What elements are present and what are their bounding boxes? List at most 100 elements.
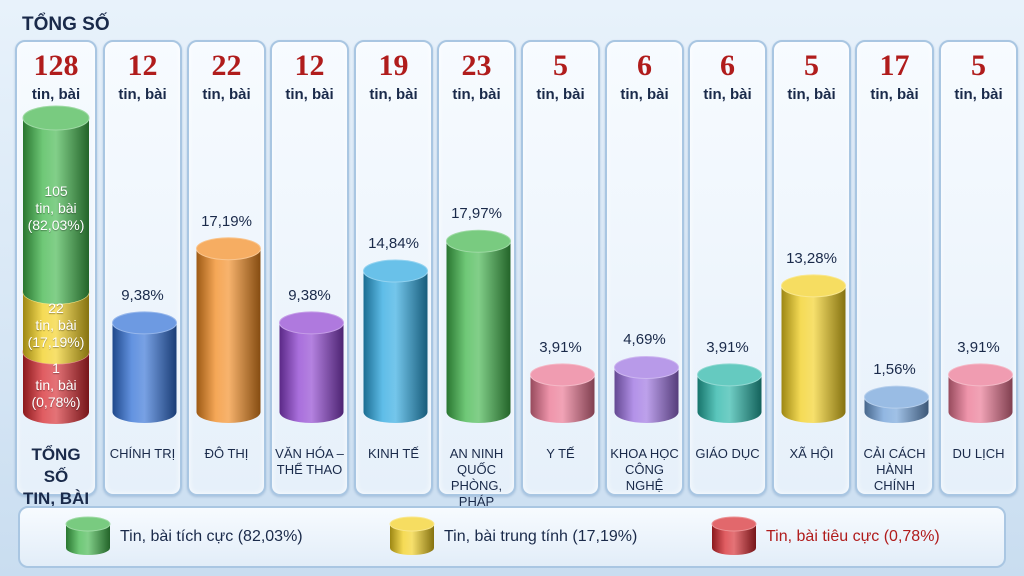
- category-label-line: Y TẾ: [546, 446, 575, 461]
- category-panel: 12 tin, bài 9,38% VĂN HÓA – THỂ THAO: [270, 40, 349, 496]
- category-bar-svg: [446, 229, 511, 423]
- category-panel: 5 tin, bài 3,91% Y TẾ: [521, 40, 600, 496]
- legend-item: Tin, bài tiêu cực (0,78%): [710, 508, 1010, 566]
- category-percentage: 1,56%: [873, 361, 916, 379]
- category-panel: 5 tin, bài 13,28% XÃ HỘI: [772, 40, 851, 496]
- category-percentage: 3,91%: [539, 338, 582, 356]
- category-count: 12: [294, 49, 325, 82]
- legend-swatch: [389, 516, 435, 555]
- segment-label-line: tin, bài: [35, 377, 77, 393]
- category-count: 17: [879, 49, 910, 82]
- segment-label-line: tin, bài: [35, 200, 77, 216]
- legend-swatch-cylinder: [389, 516, 435, 555]
- segment-label-line: (0,78%): [31, 394, 81, 410]
- category-panel: 6 tin, bài 3,91% GIÁO DỤC: [688, 40, 767, 496]
- category-bar: [864, 385, 929, 423]
- category-label-line: ĐÔ THỊ: [204, 446, 249, 461]
- category-bar: [363, 259, 428, 423]
- category-label-line: DU LỊCH: [952, 446, 1005, 461]
- segment-label-line: tin, bài: [35, 317, 77, 333]
- category-bar: [948, 363, 1013, 423]
- category-panel: 5 tin, bài 3,91% DU LỊCH: [939, 40, 1018, 496]
- segment-label-line: 1: [52, 360, 60, 376]
- legend-item: Tin, bài tích cực (82,03%): [64, 508, 364, 566]
- category-label-line: XÃ HỘI: [789, 446, 834, 461]
- total-category-label: TỔNG SỐ TIN, BÀI: [17, 444, 95, 510]
- category-bar: [781, 274, 846, 423]
- category-panel: 12 tin, bài 9,38% CHÍNH TRỊ: [103, 40, 182, 496]
- category-unit: tin, bài: [536, 86, 585, 103]
- category-count: 6: [637, 49, 652, 82]
- category-panel: 19 tin, bài 14,84% KINH TẾ: [354, 40, 433, 496]
- category-unit: tin, bài: [954, 86, 1003, 103]
- category-percentage: 9,38%: [121, 286, 164, 304]
- category-unit: tin, bài: [452, 86, 501, 103]
- category-count: 19: [378, 49, 409, 82]
- segment-label-line: 22: [48, 300, 64, 316]
- category-bar-svg: [948, 363, 1013, 423]
- category-percentage: 17,19%: [201, 212, 252, 230]
- category-unit: tin, bài: [620, 86, 669, 103]
- category-bar: [279, 311, 344, 423]
- category-bar-svg: [363, 259, 428, 423]
- category-label: Y TẾ: [523, 446, 598, 462]
- category-bar-svg: [279, 311, 344, 423]
- category-label-line: CẢI CÁCH: [863, 446, 926, 461]
- category-label: KHOA HỌC CÔNG NGHỆ: [607, 446, 682, 494]
- segment-label-line: (82,03%): [27, 217, 85, 233]
- category-bar: [614, 355, 679, 423]
- category-percentage: 14,84%: [368, 235, 419, 253]
- category-unit: tin, bài: [118, 86, 167, 103]
- category-bar-svg: [530, 363, 595, 423]
- legend-swatch-cylinder: [711, 516, 757, 555]
- category-bar: [196, 237, 261, 423]
- total-panel: 128 tin, bài 105 tin, bài (82,03%) 22 tin, bài…: [15, 40, 97, 508]
- category-percentage: 9,38%: [288, 286, 331, 304]
- category-percentage: 13,28%: [786, 249, 837, 267]
- total-segment-label-negative: 1 tin, bài (0,78%): [17, 360, 95, 411]
- legend-label: Tin, bài tích cực (82,03%): [120, 528, 303, 545]
- category-bar: [446, 229, 511, 423]
- category-label-line: AN NINH: [449, 446, 504, 461]
- category-bar: [112, 311, 177, 423]
- category-unit: tin, bài: [369, 86, 418, 103]
- category-label: VĂN HÓA – THỂ THAO: [272, 446, 347, 478]
- category-label-line: KINH TẾ: [367, 446, 420, 461]
- category-label-line: TỔNG SỐ: [31, 445, 81, 486]
- total-segment-label-neutral: 22 tin, bài (17,19%): [17, 300, 95, 351]
- category-label: DU LỊCH: [941, 446, 1016, 462]
- category-unit: tin, bài: [703, 86, 752, 103]
- category-label-line: KHOA HỌC: [610, 446, 679, 461]
- category-label-line: THỂ THAO: [276, 462, 343, 477]
- category-label: XÃ HỘI: [774, 446, 849, 462]
- legend-swatch-cylinder: [65, 516, 111, 555]
- category-panel: 17 tin, bài 1,56% CẢI CÁCH HÀNH CHÍNH: [855, 40, 934, 496]
- category-label-line: TIN, BÀI: [22, 489, 90, 508]
- total-segment-positive: [22, 105, 90, 304]
- category-unit: tin, bài: [285, 86, 334, 103]
- category-label-line: GIÁO DỤC: [695, 446, 760, 461]
- category-percentage: 4,69%: [623, 331, 666, 349]
- category-label: KINH TẾ: [356, 446, 431, 462]
- segment-label-line: (17,19%): [27, 334, 85, 350]
- category-bar-svg: [112, 311, 177, 423]
- category-label-line: VĂN HÓA –: [275, 446, 344, 461]
- category-count: 12: [127, 49, 158, 82]
- total-heading: TỔNG SỐ: [22, 14, 110, 35]
- category-label: CHÍNH TRỊ: [105, 446, 180, 462]
- category-label: ĐÔ THỊ: [189, 446, 264, 462]
- legend: Tin, bài tích cực (82,03%) Tin, bài trung…: [18, 506, 1006, 568]
- category-percentage: 3,91%: [957, 338, 1000, 356]
- category-count: 5: [553, 49, 568, 82]
- legend-label: Tin, bài trung tính (17,19%): [444, 528, 638, 545]
- category-unit: tin, bài: [202, 86, 251, 103]
- category-percentage: 3,91%: [706, 338, 749, 356]
- total-segment-label-positive: 105 tin, bài (82,03%): [17, 183, 95, 234]
- category-label-line: HÀNH CHÍNH: [873, 462, 916, 493]
- category-count: 5: [804, 49, 819, 82]
- category-label: CẢI CÁCH HÀNH CHÍNH: [857, 446, 932, 494]
- category-bar-svg: [697, 363, 762, 423]
- category-label: GIÁO DỤC: [690, 446, 765, 462]
- total-stack-svg: [22, 105, 90, 424]
- category-count: 5: [971, 49, 986, 82]
